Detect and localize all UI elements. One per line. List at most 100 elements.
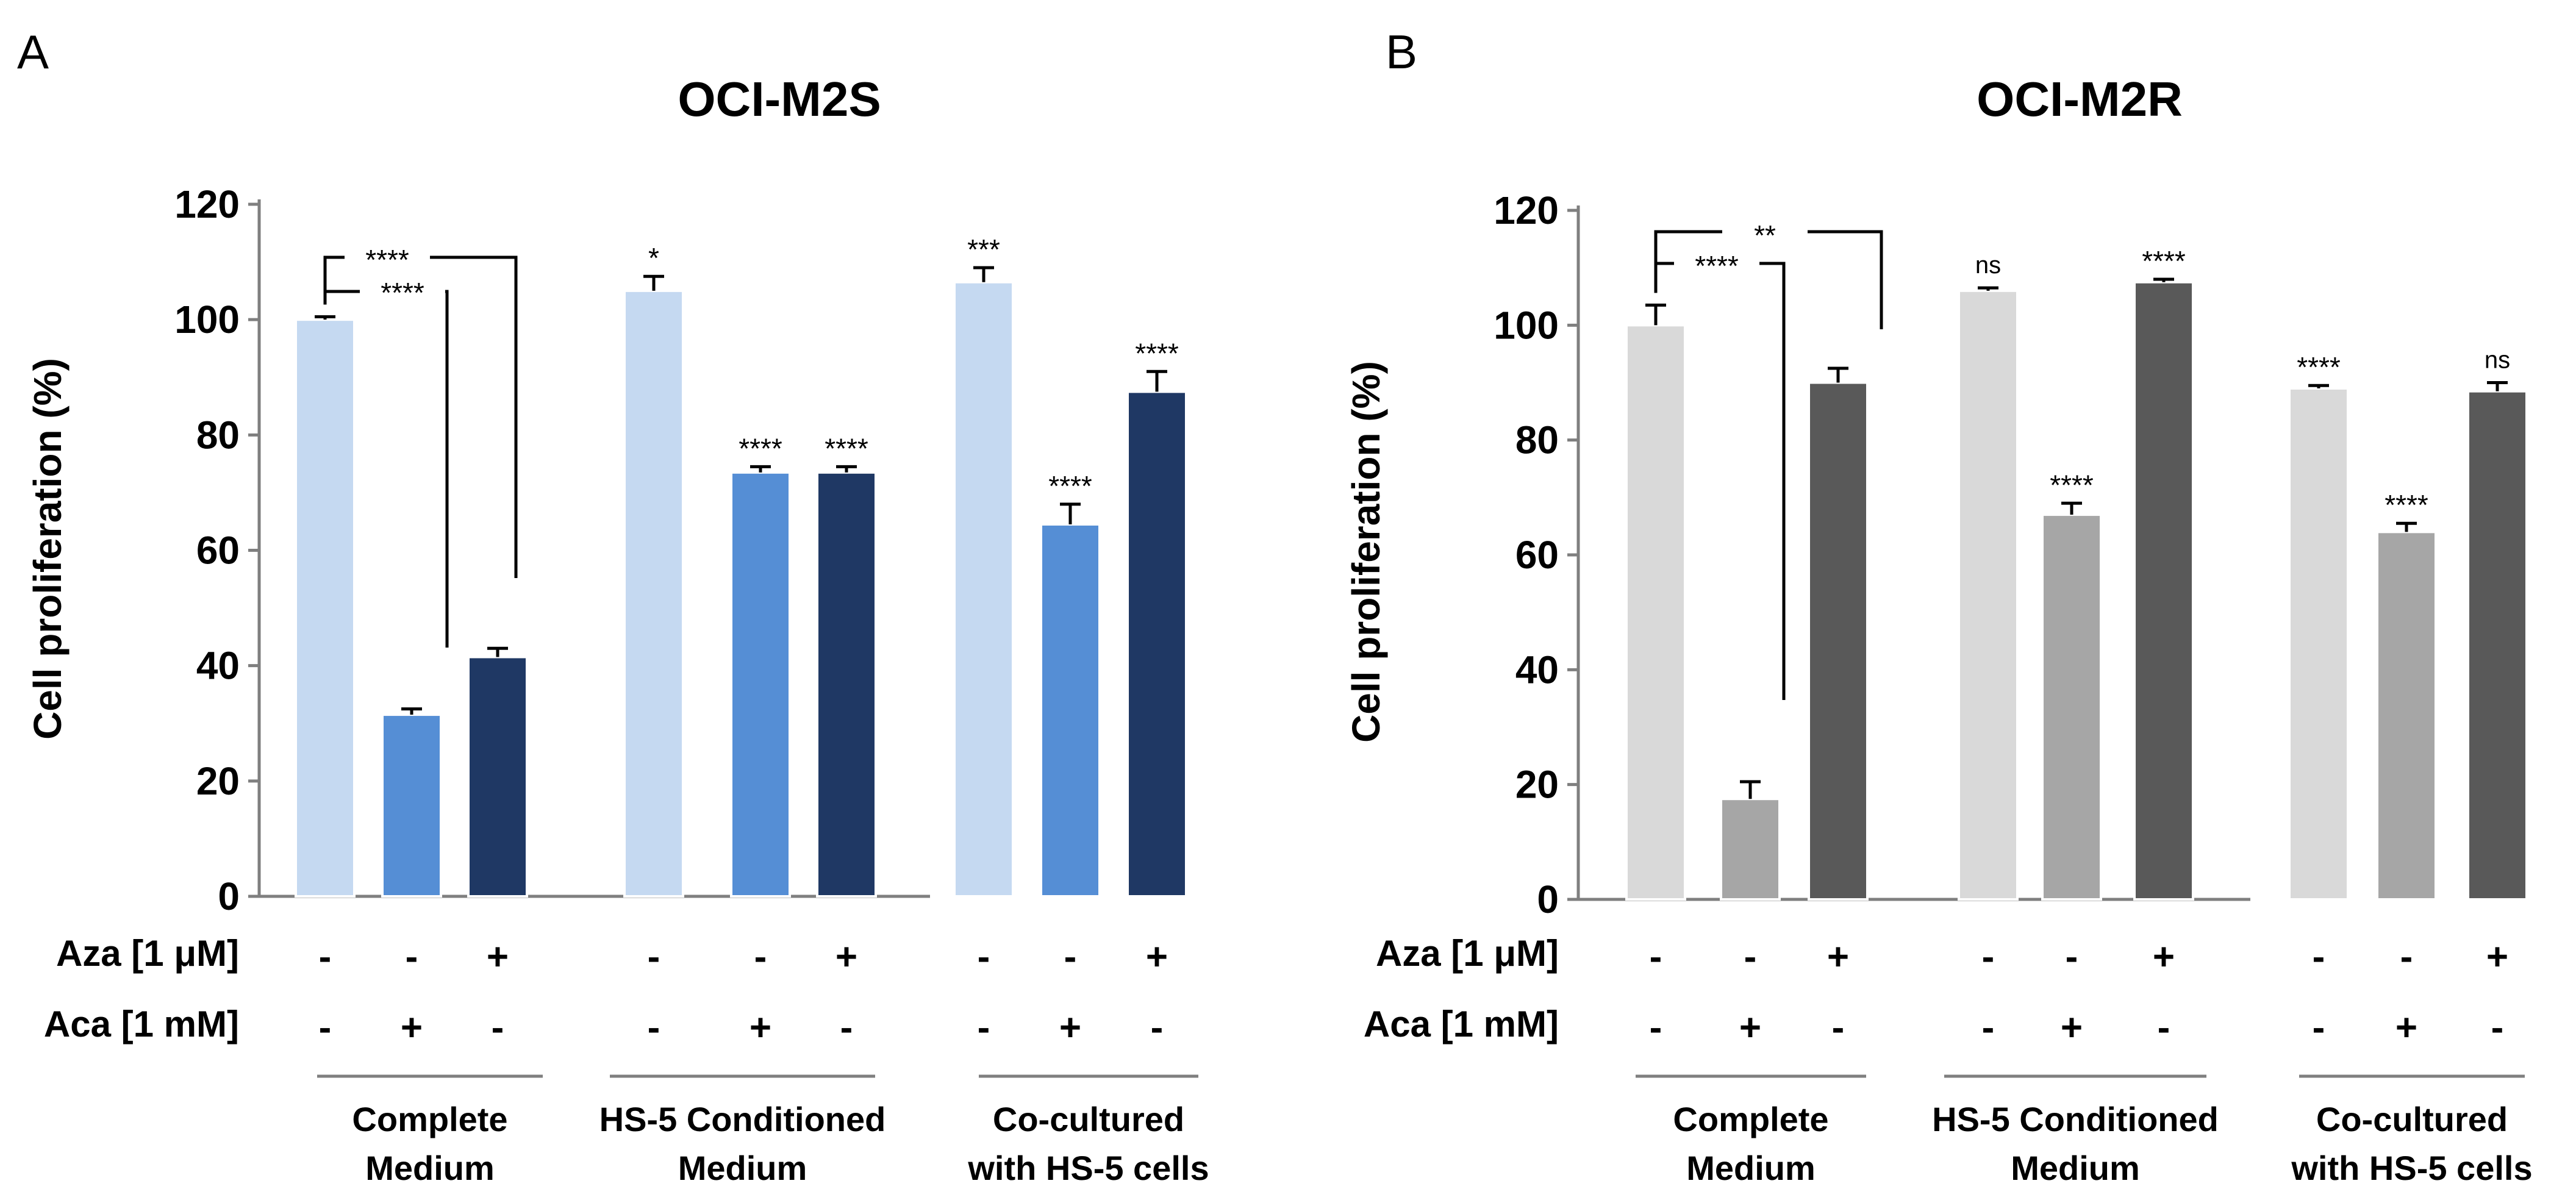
group-label: Medium: [365, 1149, 495, 1187]
aca-sign: -: [2313, 1007, 2325, 1049]
panel-letter: A: [17, 25, 49, 79]
aca-sign: -: [1982, 1007, 1995, 1049]
significance-label: *: [648, 242, 659, 274]
aza-sign: +: [1827, 936, 1849, 978]
aca-sign: -: [319, 1007, 332, 1049]
bracket-label-background: [1674, 249, 1759, 276]
significance-label: ****: [2142, 245, 2186, 277]
aza-sign: -: [406, 936, 418, 978]
significance-label: ****: [739, 432, 782, 464]
aza-sign: +: [835, 936, 857, 978]
panel-a: A OCI-M2S Cell proliferation (%) Aza [1 …: [17, 25, 1209, 1187]
chart-title: OCI-M2R: [1977, 72, 2183, 126]
y-tick-label: 0: [1537, 877, 1559, 921]
significance-label: ****: [825, 432, 868, 464]
significance-label: ****: [1048, 470, 1092, 502]
bar: [467, 655, 528, 898]
aza-row-label: Aza [1 μM]: [56, 933, 239, 974]
aza-sign: +: [1146, 936, 1168, 978]
aza-sign: +: [2153, 936, 2175, 978]
bar: [1720, 798, 1781, 901]
y-tick-label: 100: [1494, 303, 1559, 347]
aca-sign: -: [1151, 1007, 1164, 1049]
bar: [381, 713, 442, 898]
aca-sign: -: [2158, 1007, 2170, 1049]
group-label: Co-cultured: [993, 1100, 1184, 1138]
group-label: HS-5 Conditioned: [1932, 1100, 2219, 1138]
y-tick-label: 40: [196, 644, 240, 688]
y-tick-label: 80: [196, 413, 240, 457]
bar: [295, 318, 356, 898]
bar: [2467, 390, 2528, 901]
y-tick-label: 60: [1515, 533, 1559, 577]
aza-sign: -: [319, 936, 332, 978]
aca-sign: -: [1650, 1007, 1662, 1049]
group-label: Complete: [1673, 1100, 1828, 1138]
bar: [2133, 280, 2194, 901]
bar: [1040, 523, 1101, 898]
aza-sign: -: [2066, 936, 2078, 978]
bar: [2288, 387, 2349, 901]
significance-label: ****: [2385, 489, 2428, 521]
group-label: Co-cultured: [2316, 1100, 2508, 1138]
bar: [1625, 324, 1686, 901]
group-label: with HS-5 cells: [967, 1149, 1209, 1187]
bar: [816, 471, 877, 898]
y-axis-label: Cell proliferation (%): [26, 358, 70, 740]
bar: [953, 280, 1014, 898]
y-tick-label: 20: [196, 759, 240, 803]
group-label: HS-5 Conditioned: [599, 1100, 886, 1138]
bracket-label-background: [360, 276, 445, 302]
aca-sign: -: [978, 1007, 990, 1049]
panel-letter: B: [1386, 25, 1417, 79]
bracket-significance-label: ****: [1695, 250, 1739, 282]
y-tick-label: 80: [1515, 418, 1559, 462]
aca-sign: +: [1059, 1007, 1081, 1049]
bracket-label-background: [345, 243, 430, 270]
bracket-significance-label: **: [1754, 220, 1776, 251]
y-tick-label: 60: [196, 529, 240, 573]
bracket-significance-label: ****: [381, 277, 424, 309]
bar: [1958, 289, 2019, 901]
y-tick-label: 20: [1515, 763, 1559, 807]
aza-sign: -: [648, 936, 660, 978]
aca-sign: -: [840, 1007, 853, 1049]
aca-sign: -: [648, 1007, 660, 1049]
aca-sign: +: [750, 1007, 771, 1049]
aza-sign: -: [1744, 936, 1757, 978]
y-tick-label: 120: [1494, 188, 1559, 232]
aca-sign: -: [1832, 1007, 1845, 1049]
significance-label: ***: [967, 234, 1000, 265]
aza-sign: +: [2486, 936, 2508, 978]
bar: [2376, 530, 2437, 901]
bar: [1126, 390, 1187, 898]
bar: [730, 471, 791, 898]
aza-sign: -: [754, 936, 767, 978]
bar: [1808, 381, 1869, 901]
aca-sign: -: [2491, 1007, 2504, 1049]
aca-sign: +: [2061, 1007, 2083, 1049]
aca-row-label: Aca [1 mM]: [1364, 1004, 1559, 1045]
significance-label: ****: [2050, 469, 2094, 501]
aca-sign: +: [2395, 1007, 2417, 1049]
aca-sign: +: [1739, 1007, 1761, 1049]
group-label: Medium: [678, 1149, 807, 1187]
y-tick-label: 120: [174, 182, 240, 226]
aza-sign: -: [978, 936, 990, 978]
significance-label: ns: [2485, 347, 2510, 374]
y-tick-label: 40: [1515, 648, 1559, 691]
aza-sign: -: [2313, 936, 2325, 978]
group-label: Complete: [352, 1100, 507, 1138]
chart-title: OCI-M2S: [678, 72, 881, 126]
significance-label: ****: [2297, 351, 2341, 383]
y-axis-label: Cell proliferation (%): [1344, 361, 1388, 743]
aza-row-label: Aza [1 μM]: [1376, 933, 1559, 974]
panel-b: B OCI-M2R Cell proliferation (%) Aza [1 …: [1344, 25, 2533, 1187]
bar: [2041, 513, 2102, 901]
group-label: with HS-5 cells: [2291, 1149, 2532, 1187]
y-tick-label: 100: [174, 298, 240, 341]
significance-label: ****: [1135, 337, 1179, 369]
y-tick-label: 0: [218, 874, 240, 918]
aza-sign: -: [1650, 936, 1662, 978]
